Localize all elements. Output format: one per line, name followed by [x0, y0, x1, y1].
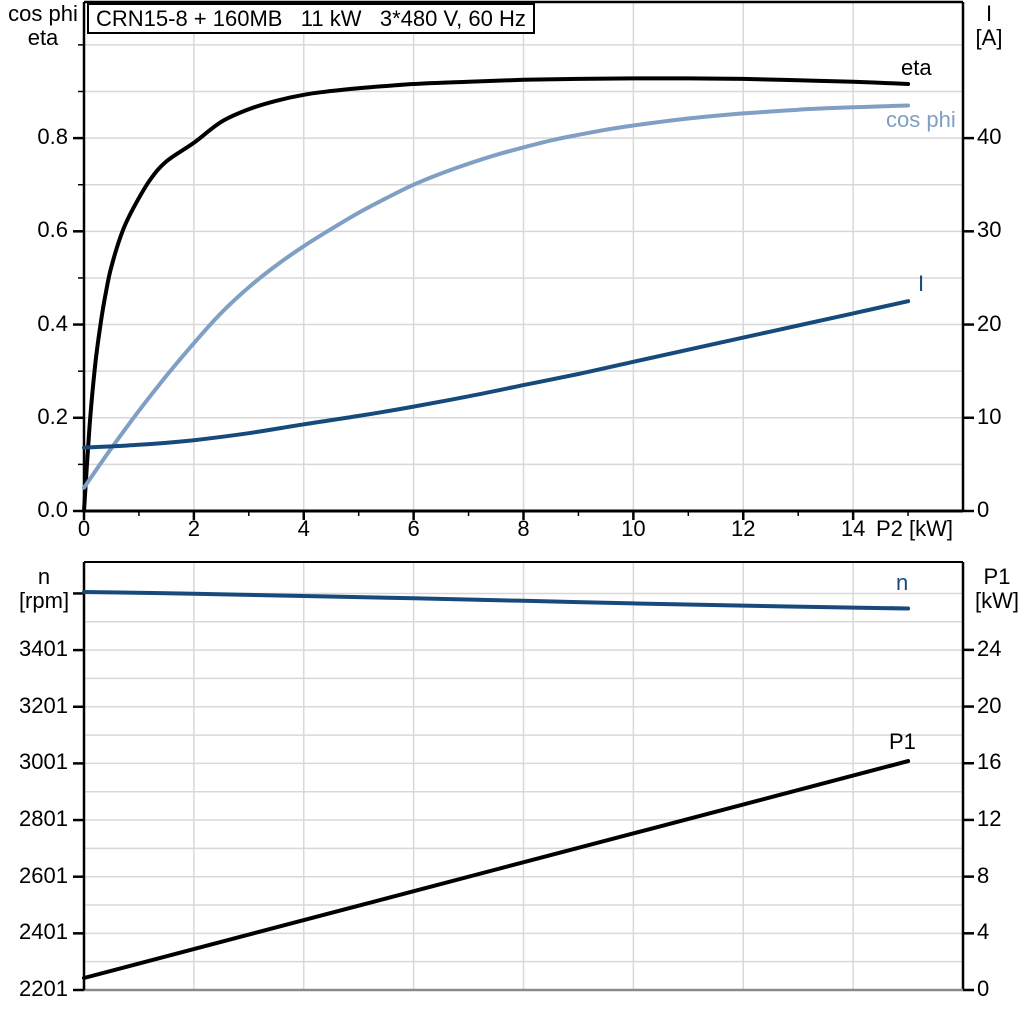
top-right-axis-title-current-unit: [A] — [975, 25, 1003, 50]
y-right-tick-label-chart1: 20 — [977, 692, 1002, 718]
bottom-right-axis-title-p1: P1 — [983, 564, 1011, 589]
bottom-left-axis-title-speed-unit: [rpm] — [18, 588, 70, 613]
y-right-tick-label-chart0: 10 — [977, 403, 1002, 429]
y-left-tick-label-chart0: 0.2 — [37, 403, 68, 429]
curve-n — [82, 590, 911, 611]
y-left-tick-label-chart1: 2201 — [19, 976, 68, 1001]
x-tick-label-chart0: 8 — [517, 516, 530, 541]
y-left-tick-label-chart0: 0.0 — [37, 497, 68, 522]
y-right-tick-label-chart1: 16 — [977, 749, 1002, 775]
curve-I — [82, 299, 911, 450]
y-left-tick-label-chart1: 3201 — [19, 692, 68, 718]
x-tick-label-chart0: 0 — [77, 516, 91, 541]
y-left-tick-label-chart0: 0.4 — [37, 310, 68, 336]
x-tick-label-chart0: 2 — [187, 516, 200, 541]
y-right-tick-label-chart1: 8 — [977, 862, 990, 888]
x-tick-label-chart0: 10 — [621, 516, 646, 541]
y-right-tick-label-chart1: 0 — [977, 976, 990, 1001]
bottom-right-axis-title-p1-unit: [kW] — [975, 588, 1019, 613]
y-left-tick-label-chart1: 2601 — [19, 862, 68, 888]
y-right-tick-label-chart0: 0 — [977, 497, 990, 522]
curve-P1 — [82, 759, 911, 980]
y-right-tick-label-chart1: 24 — [977, 635, 1002, 661]
curve-label-eta: eta — [901, 55, 932, 80]
top-right-axis-title-current: I — [985, 1, 993, 26]
y-left-tick-label-chart1: 2801 — [19, 806, 68, 832]
curve-label-I: I — [918, 271, 925, 296]
y-left-tick-label-chart1: 3001 — [19, 749, 68, 775]
curve-label-cos-phi: cos phi — [886, 107, 956, 132]
y-left-tick-label-chart1: 2401 — [19, 919, 68, 945]
y-right-tick-label-chart1: 4 — [977, 919, 990, 945]
y-right-tick-label-chart0: 20 — [977, 310, 1002, 336]
x-tick-label-chart0: 14 — [840, 516, 866, 541]
y-left-tick-label-chart0: 0.6 — [37, 217, 68, 243]
x-tick-label-chart0: 4 — [297, 516, 310, 541]
chart-title: CRN15-8 + 160MB 11 kW 3*480 V, 60 Hz — [87, 3, 535, 34]
curve-eta — [82, 76, 911, 513]
y-right-tick-label-chart0: 40 — [977, 124, 1002, 150]
top-left-axis-title-cos-phi: cos phi — [8, 1, 78, 26]
top-left-axis-title-eta: eta — [27, 25, 59, 50]
x-tick-label-chart0: 6 — [407, 516, 420, 541]
y-right-tick-label-chart0: 30 — [977, 217, 1002, 243]
y-left-tick-label-chart0: 0.8 — [37, 124, 68, 150]
bottom-left-axis-title-speed: n — [37, 564, 51, 589]
y-right-tick-label-chart1: 12 — [977, 805, 1002, 831]
y-left-tick-label-chart1: 3401 — [19, 636, 68, 662]
curve-label-n: n — [896, 570, 909, 595]
curve-cos-phi — [82, 103, 911, 490]
x-tick-label-chart0: 12 — [731, 516, 756, 541]
curve-label-P1: P1 — [889, 729, 916, 754]
x-axis-label: P2 [kW] — [876, 516, 954, 541]
